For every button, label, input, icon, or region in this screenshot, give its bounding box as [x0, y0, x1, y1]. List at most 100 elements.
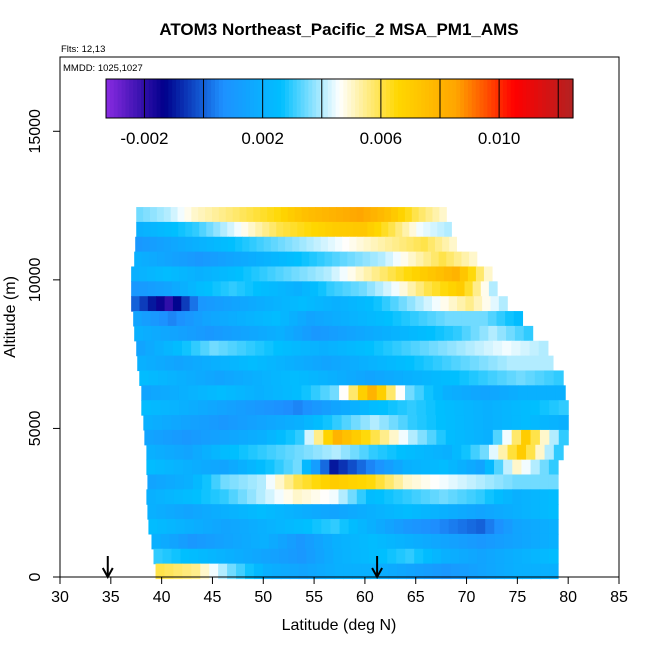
heatmap-cell — [180, 548, 191, 565]
heatmap-cell — [232, 207, 241, 223]
heatmap-cell — [246, 207, 254, 223]
heatmap-cell — [276, 221, 284, 238]
heatmap-cell — [305, 533, 315, 550]
heatmap-cell — [247, 459, 257, 476]
heatmap-cell — [495, 563, 505, 580]
heatmap-cell — [188, 385, 199, 401]
heatmap-cell — [312, 355, 323, 372]
heatmap-cell — [485, 533, 496, 550]
heatmap-cell — [415, 281, 425, 297]
heatmap-cell — [252, 548, 262, 565]
heatmap-cell — [219, 266, 228, 282]
heatmap-cell — [289, 563, 300, 580]
heatmap-cell — [265, 489, 276, 505]
heatmap-cell — [356, 489, 367, 505]
heatmap-cell — [261, 548, 271, 565]
heatmap-cell — [193, 504, 203, 520]
heatmap-cell — [312, 519, 322, 535]
heatmap-cell — [274, 400, 285, 416]
heatmap-cell — [141, 400, 152, 416]
heatmap-cell — [399, 281, 409, 297]
heatmap-cell — [213, 325, 224, 342]
heatmap-cell — [185, 236, 193, 253]
heatmap-cell — [237, 415, 248, 431]
heatmap-cell — [498, 296, 508, 312]
heatmap-cell — [521, 504, 532, 520]
heatmap-cell — [350, 444, 360, 461]
heatmap-cell — [406, 236, 415, 253]
heatmap-cell — [375, 474, 386, 490]
heatmap-cell — [555, 385, 566, 401]
colorbar-swatch — [510, 79, 516, 118]
heatmap-cell — [355, 340, 366, 357]
heatmap-cell — [356, 459, 367, 476]
colorbar-swatch — [413, 79, 418, 118]
heatmap-cell — [263, 385, 274, 401]
heatmap-cell — [189, 548, 200, 565]
heatmap-cell — [277, 281, 287, 297]
heatmap-cell — [439, 504, 450, 520]
heatmap-cell — [385, 251, 394, 268]
heatmap-cell — [234, 221, 242, 238]
heatmap-cell — [475, 266, 485, 282]
heatmap-cell — [229, 429, 240, 446]
heatmap-cell — [402, 504, 413, 520]
heatmap-cell — [489, 385, 500, 401]
heatmap-cell — [369, 415, 380, 431]
heatmap-cell — [329, 207, 337, 223]
heatmap-cell — [484, 459, 495, 476]
heatmap-cell — [328, 325, 339, 342]
colorbar-swatch — [491, 79, 496, 118]
heatmap-cell — [457, 296, 467, 312]
heatmap-cell — [489, 444, 499, 461]
heatmap-cell — [203, 519, 213, 535]
heatmap-cell — [381, 296, 391, 312]
heatmap-cell — [253, 563, 264, 580]
heatmap-cell — [504, 548, 514, 565]
heatmap-cell — [228, 311, 238, 327]
colorbar-swatch — [499, 79, 504, 118]
heatmap-cell — [238, 504, 249, 520]
heatmap-cell — [387, 444, 398, 461]
heatmap-cell — [448, 504, 459, 520]
heatmap-cell — [292, 459, 303, 476]
heatmap-cell — [479, 311, 489, 327]
heatmap-cell — [321, 355, 332, 372]
x-tick-label: 80 — [559, 589, 577, 606]
heatmap-cell — [171, 281, 181, 297]
heatmap-cell — [163, 236, 172, 253]
heatmap-cell — [355, 266, 365, 282]
heatmap-cell — [530, 533, 541, 550]
heatmap-cell — [320, 236, 329, 253]
colorbar-frame — [105, 78, 574, 119]
heatmap-cell — [220, 236, 229, 253]
heatmap-cell — [160, 400, 171, 416]
heatmap-cell — [293, 400, 304, 416]
colorbar-swatch — [549, 79, 555, 118]
heatmap-cell — [303, 355, 314, 372]
heatmap-cell — [390, 296, 400, 312]
heatmap-cell — [211, 504, 222, 520]
heatmap-cell — [155, 444, 166, 461]
heatmap-cell — [405, 444, 416, 461]
heatmap-cell — [174, 474, 185, 490]
heatmap-cell — [144, 429, 155, 446]
heatmap-cell — [339, 385, 350, 401]
heatmap-cell — [313, 429, 324, 446]
heatmap-cell — [131, 296, 141, 312]
heatmap-cell — [293, 281, 303, 297]
colorbar-swatch — [537, 79, 543, 118]
heatmap-cell — [139, 296, 149, 312]
heatmap-cell — [389, 429, 400, 446]
heatmap-cell — [238, 355, 249, 372]
colorbar-swatch — [323, 79, 329, 118]
heatmap-cell — [548, 519, 559, 535]
colorbar-swatch — [440, 79, 446, 118]
heatmap-cell — [255, 400, 266, 416]
heatmap-cell — [316, 251, 326, 268]
heatmap-cell — [365, 459, 376, 476]
heatmap-cell — [227, 563, 237, 580]
heatmap-cell — [492, 415, 503, 431]
heatmap-cell — [238, 474, 249, 490]
heatmap-cell — [322, 207, 330, 223]
